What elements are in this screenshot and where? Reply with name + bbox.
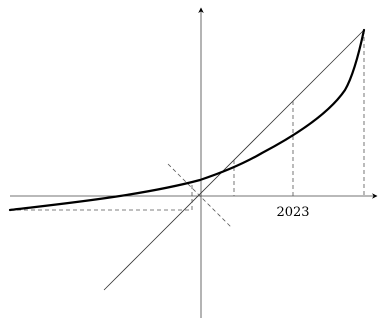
main-curve	[8, 28, 366, 212]
x-tick-label-2023: 2023	[276, 205, 309, 220]
perpendicular-dashed-line	[167, 163, 232, 228]
